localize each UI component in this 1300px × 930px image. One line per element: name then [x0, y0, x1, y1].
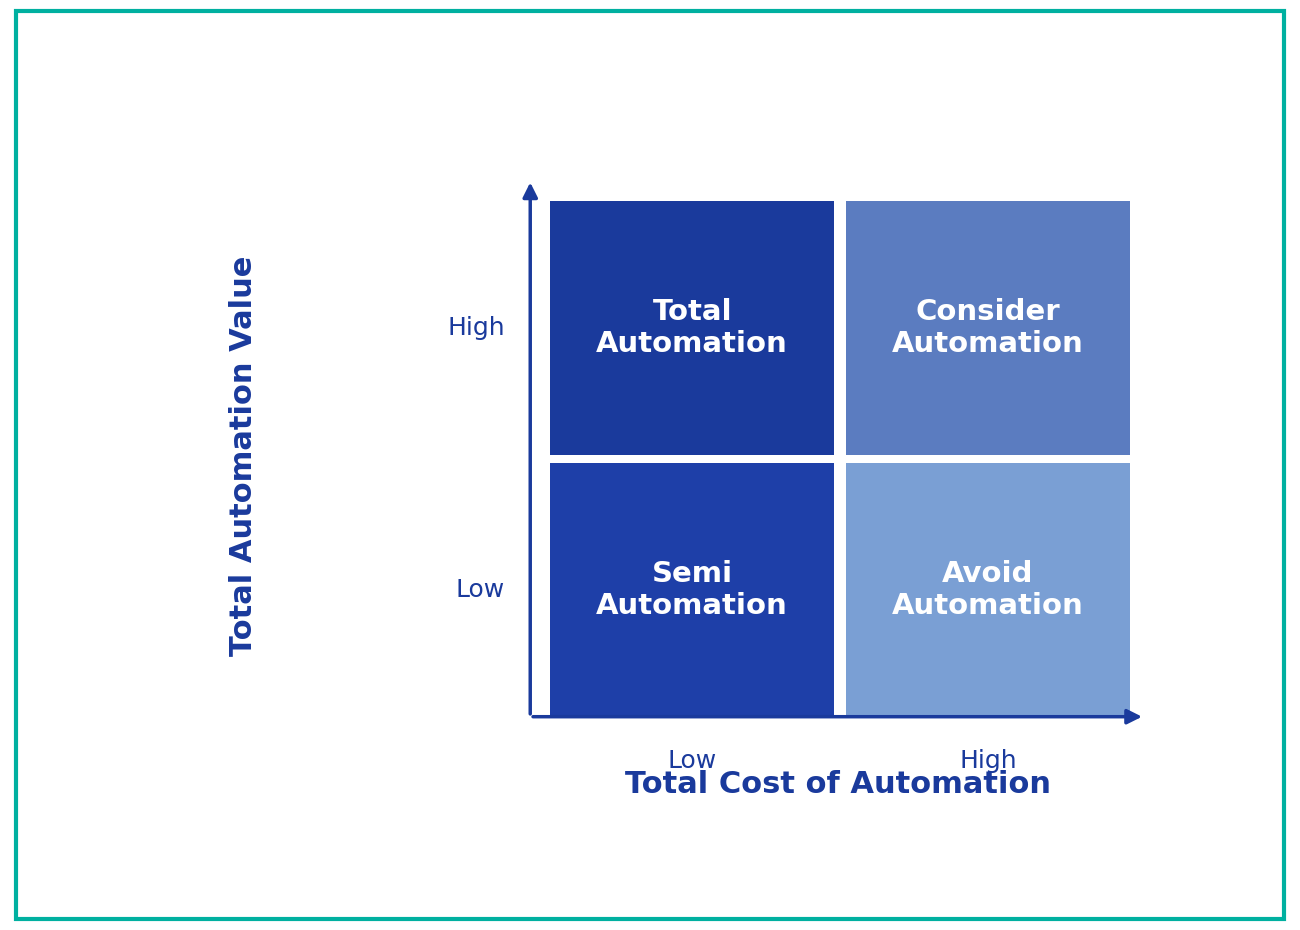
FancyBboxPatch shape [846, 463, 1130, 717]
Text: Consider
Automation: Consider Automation [892, 298, 1084, 358]
FancyBboxPatch shape [846, 201, 1130, 455]
Text: High: High [959, 749, 1017, 773]
FancyBboxPatch shape [550, 201, 835, 455]
Text: Low: Low [668, 749, 716, 773]
Text: Total Cost of Automation: Total Cost of Automation [624, 770, 1050, 799]
Text: High: High [447, 316, 504, 339]
Text: Total Automation Value: Total Automation Value [229, 255, 257, 656]
Text: Semi
Automation: Semi Automation [597, 560, 788, 620]
Text: Low: Low [456, 578, 504, 602]
Text: Total
Automation: Total Automation [597, 298, 788, 358]
Text: Avoid
Automation: Avoid Automation [892, 560, 1084, 620]
FancyBboxPatch shape [550, 463, 835, 717]
